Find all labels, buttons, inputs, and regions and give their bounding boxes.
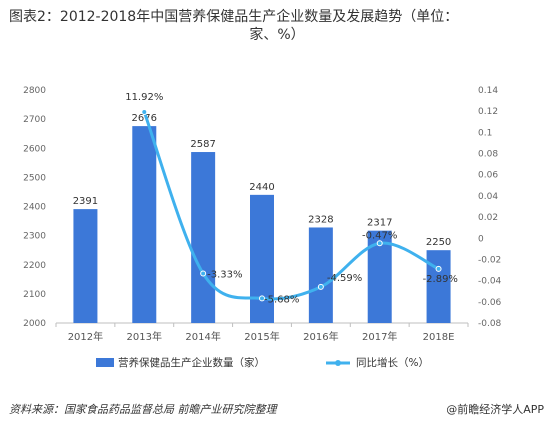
left-tick-label: 2100 bbox=[23, 290, 46, 300]
line-point bbox=[141, 109, 148, 116]
line-value-label: -0.47% bbox=[362, 230, 397, 241]
line-point bbox=[317, 283, 324, 290]
right-tick-label: -0.02 bbox=[478, 255, 501, 265]
right-tick-label: 0.14 bbox=[478, 86, 498, 96]
growth-line bbox=[142, 110, 441, 301]
right-tick-label: 0.08 bbox=[478, 150, 498, 160]
bar bbox=[308, 227, 333, 323]
right-axis: -0.08 -0.06 -0.04 -0.02 0 0.02 0.04 0.06 0.08 0.1… bbox=[478, 86, 502, 329]
source-note: 资料来源：国家食品药品监督总局 前瞻产业研究院整理 bbox=[9, 403, 277, 416]
brand-credit: @前瞻经济学人APP bbox=[446, 403, 544, 416]
bar bbox=[132, 126, 157, 324]
x-tick-label: 2013年 bbox=[127, 330, 162, 343]
x-tick-label: 2018E bbox=[423, 332, 455, 343]
line-point bbox=[200, 270, 207, 277]
left-tick-label: 2700 bbox=[23, 115, 46, 125]
line-data-labels: 11.92% -3.33% -5.68% -4.59% -0.47% -2.89% bbox=[125, 92, 458, 305]
line-series bbox=[141, 109, 442, 302]
right-tick-label: 0.02 bbox=[478, 213, 498, 223]
right-tick-label: 0.04 bbox=[478, 192, 498, 202]
left-tick-label: 2200 bbox=[23, 261, 46, 271]
line-value-label: -5.68% bbox=[264, 294, 299, 305]
right-tick-label: 0 bbox=[478, 234, 484, 244]
x-tick-label: 2014年 bbox=[185, 330, 220, 343]
legend-line-marker bbox=[335, 360, 341, 366]
right-tick-label: -0.04 bbox=[478, 277, 502, 287]
bar-data-labels: 2391 2676 2587 2440 2328 2317 2250 bbox=[73, 113, 452, 248]
bar-value-label: 2440 bbox=[249, 182, 274, 193]
line-point bbox=[435, 265, 442, 272]
line-value-label: -3.33% bbox=[207, 270, 242, 281]
left-tick-label: 2800 bbox=[23, 86, 46, 96]
chart-title-line2: 家、%） bbox=[249, 27, 305, 43]
bar-value-label: 2676 bbox=[132, 113, 157, 124]
right-tick-label: 0.1 bbox=[478, 128, 492, 138]
left-tick-label: 2500 bbox=[23, 173, 46, 183]
line-value-label: -4.59% bbox=[327, 273, 362, 284]
x-axis: 2012年 2013年 2014年 2015年 2016年 2017年 2018E bbox=[55, 323, 469, 343]
bar-series bbox=[73, 126, 451, 324]
legend-bar-label: 营养保健品生产企业数量（家） bbox=[118, 356, 265, 369]
left-tick-label: 2400 bbox=[23, 203, 46, 213]
left-tick-label: 2600 bbox=[23, 144, 46, 154]
left-axis: 2000 2100 2200 2300 2400 2500 2600 2700 2800 bbox=[23, 86, 468, 329]
bar-value-label: 2391 bbox=[73, 196, 98, 207]
bar-value-label: 2317 bbox=[367, 218, 392, 229]
chart-title-line1: 图表2：2012-2018年中国营养保健品生产企业数量及发展趋势（单位： bbox=[9, 9, 459, 25]
left-tick-label: 2300 bbox=[23, 232, 46, 242]
line-point bbox=[376, 240, 383, 247]
bar-value-label: 2328 bbox=[308, 214, 333, 225]
line-value-label: -2.89% bbox=[423, 274, 458, 285]
bar bbox=[191, 152, 216, 323]
bar bbox=[73, 209, 98, 323]
bar bbox=[250, 194, 274, 323]
bar-value-label: 2250 bbox=[426, 237, 451, 248]
right-tick-label: -0.08 bbox=[478, 319, 502, 329]
x-tick-label: 2017年 bbox=[362, 330, 397, 343]
x-tick-label: 2015年 bbox=[244, 330, 279, 343]
left-tick-label: 2000 bbox=[23, 319, 46, 329]
chart-title: 图表2：2012-2018年中国营养保健品生产企业数量及发展趋势（单位： 家、%… bbox=[9, 8, 545, 44]
legend-line-label: 同比增长（%） bbox=[356, 356, 429, 369]
line-value-label: 11.92% bbox=[125, 92, 163, 103]
bar-value-label: 2587 bbox=[190, 139, 215, 150]
right-tick-label: -0.06 bbox=[478, 298, 502, 308]
line-point bbox=[259, 295, 265, 302]
right-tick-label: 0.06 bbox=[478, 171, 498, 181]
legend-bar-swatch bbox=[96, 358, 114, 367]
x-tick-label: 2012年 bbox=[68, 330, 103, 343]
bar bbox=[426, 250, 451, 323]
x-tick-label: 2016年 bbox=[303, 330, 338, 343]
legend: 营养保健品生产企业数量（家） 同比增长（%） bbox=[96, 356, 429, 369]
right-tick-label: 0.12 bbox=[478, 107, 498, 117]
